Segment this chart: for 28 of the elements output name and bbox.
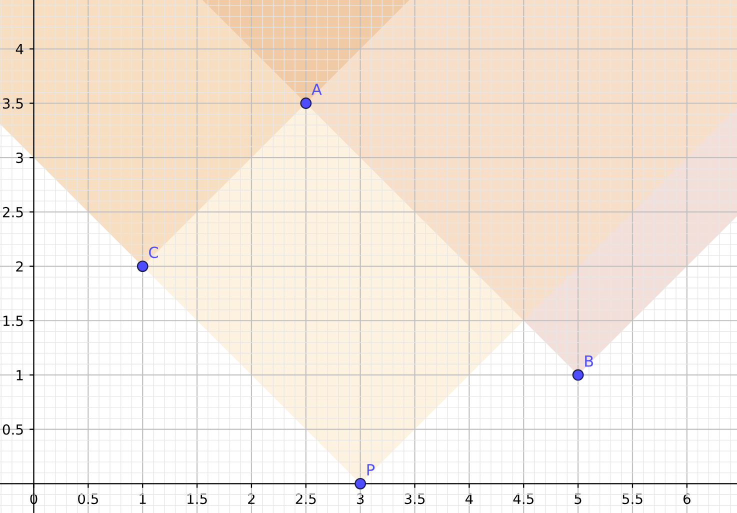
annotation: P <box>367 464 375 476</box>
y-tick-label: 2 <box>16 261 23 272</box>
point <box>300 98 312 109</box>
point <box>572 369 584 381</box>
x-tick-label: 4.5 <box>513 494 534 504</box>
y-tick-label: 4 <box>16 44 24 54</box>
point <box>136 260 148 272</box>
x-tick-label: 5.5 <box>622 494 642 504</box>
y-tick-label: 0.5 <box>2 424 23 435</box>
annotation: A <box>312 84 322 95</box>
x-tick-label: 5 <box>574 494 582 504</box>
point <box>354 478 366 490</box>
x-tick-label: 0.5 <box>78 494 98 504</box>
x-tick-label: 2 <box>248 494 254 504</box>
annotation: B <box>585 355 594 367</box>
y-tick-label: 1 <box>16 370 23 380</box>
x-tick-label: 1.5 <box>188 494 207 504</box>
x-tick-label: 6 <box>683 494 690 504</box>
y-tick-label: 2.5 <box>2 206 23 218</box>
y-tick-label: 3 <box>16 152 23 164</box>
x-tick-label: 3 <box>356 494 364 504</box>
x-tick-label: 1 <box>140 494 146 504</box>
x-tick-label: 2.5 <box>296 494 316 504</box>
y-tick-label: 1.5 <box>3 316 23 326</box>
annotation: C <box>149 246 158 258</box>
x-tick-label: 3.5 <box>404 494 425 504</box>
x-tick-label: 4 <box>465 494 473 504</box>
y-tick-label: 3.5 <box>2 98 23 109</box>
